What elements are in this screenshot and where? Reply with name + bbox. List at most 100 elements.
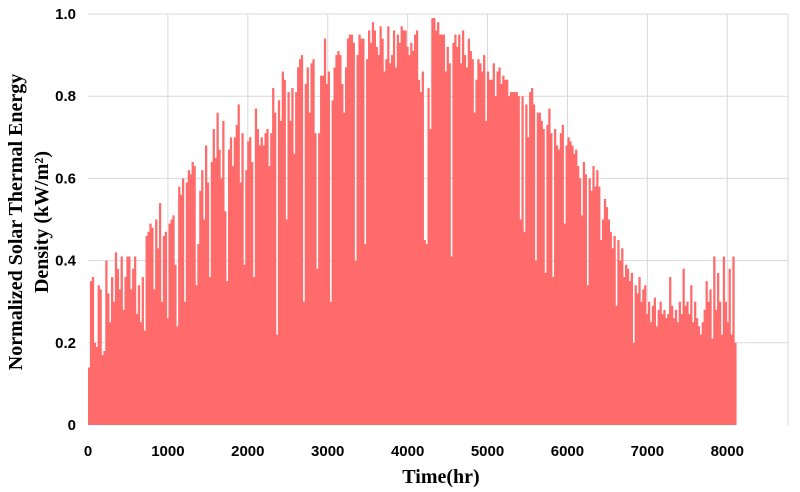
data-bar	[578, 178, 582, 425]
data-bar	[421, 71, 424, 425]
data-bar	[178, 186, 181, 425]
data-bar	[571, 145, 574, 425]
data-bar	[546, 124, 549, 425]
data-bar	[544, 272, 547, 425]
data-bar	[226, 281, 229, 425]
data-bar	[692, 322, 695, 425]
data-bar	[193, 166, 196, 425]
data-bar	[531, 87, 534, 425]
data-bar	[310, 63, 313, 425]
data-bar	[320, 75, 323, 426]
data-bar	[220, 178, 223, 425]
data-bar	[339, 55, 342, 425]
data-bar	[632, 342, 635, 425]
data-bar	[302, 301, 306, 425]
data-bar	[97, 285, 100, 425]
y-axis-title-group: Normalized Solar Thermal Energy Density …	[5, 74, 53, 370]
x-tick-label: 5000	[471, 443, 504, 460]
data-bar	[231, 166, 235, 425]
data-bar	[264, 133, 267, 425]
data-bar	[371, 22, 375, 425]
data-bar	[484, 120, 488, 426]
data-bar	[95, 346, 98, 425]
data-bar	[251, 161, 254, 425]
data-bar	[116, 268, 120, 425]
data-bar	[333, 67, 336, 426]
data-bar	[471, 59, 474, 426]
data-bar	[164, 231, 167, 425]
data-bar	[212, 129, 215, 425]
data-bar	[460, 63, 463, 425]
data-bar	[720, 334, 724, 425]
data-bar	[158, 203, 162, 425]
data-bar	[561, 124, 564, 425]
data-bar	[109, 322, 112, 425]
data-bar	[103, 351, 106, 425]
data-bar	[245, 170, 248, 425]
data-bar	[519, 219, 522, 425]
data-bar	[277, 100, 281, 425]
data-bar	[577, 166, 580, 425]
data-bar	[279, 120, 283, 426]
data-bar	[492, 63, 495, 425]
data-bar	[456, 46, 459, 425]
data-bar	[477, 59, 480, 426]
data-bar	[726, 322, 729, 425]
data-bar	[241, 133, 244, 425]
data-bar	[414, 34, 417, 426]
data-bar	[128, 256, 131, 425]
data-bar	[732, 256, 735, 425]
data-bar	[605, 207, 609, 425]
data-bar	[126, 256, 129, 425]
data-bar	[287, 92, 290, 425]
data-bar	[473, 112, 476, 425]
data-bar	[168, 223, 171, 425]
data-bar	[295, 92, 298, 425]
data-bar	[711, 338, 714, 425]
data-bar	[550, 133, 553, 425]
data-bar	[157, 248, 160, 425]
data-bar	[502, 75, 505, 426]
data-bar	[260, 137, 263, 426]
data-bar	[680, 314, 683, 425]
data-bar	[730, 334, 733, 425]
data-bar	[298, 59, 302, 426]
data-bar	[450, 256, 453, 425]
data-bar	[623, 277, 626, 425]
data-bar	[335, 55, 338, 425]
data-bar	[105, 260, 108, 425]
y-tick-label: 0.8	[55, 88, 76, 105]
data-bar	[149, 223, 152, 425]
data-bar	[224, 211, 227, 425]
data-bar	[247, 141, 250, 425]
data-bar	[601, 219, 605, 425]
data-bar	[300, 55, 304, 425]
data-bar	[262, 145, 265, 425]
data-bar	[686, 301, 689, 425]
data-bar	[218, 149, 221, 425]
data-bar	[358, 34, 361, 426]
data-bar	[348, 34, 352, 426]
data-bar	[713, 256, 716, 425]
data-bar	[402, 30, 405, 425]
data-bar	[130, 289, 133, 425]
data-bar	[272, 87, 275, 425]
data-bar	[728, 268, 731, 425]
data-bar	[554, 129, 557, 425]
data-bar	[676, 322, 680, 425]
data-bar	[375, 46, 378, 425]
data-bar	[266, 129, 269, 425]
data-bar	[122, 309, 125, 425]
data-bar	[233, 137, 237, 426]
data-bar	[153, 289, 156, 425]
data-bar	[569, 141, 572, 425]
data-bar	[619, 260, 622, 425]
data-bar	[176, 326, 179, 425]
data-bar	[438, 34, 442, 426]
data-bar	[368, 30, 371, 425]
data-bar	[580, 215, 584, 425]
data-bar	[107, 293, 110, 425]
data-bar	[291, 87, 294, 425]
data-bar	[256, 129, 260, 425]
data-bar	[613, 235, 616, 425]
